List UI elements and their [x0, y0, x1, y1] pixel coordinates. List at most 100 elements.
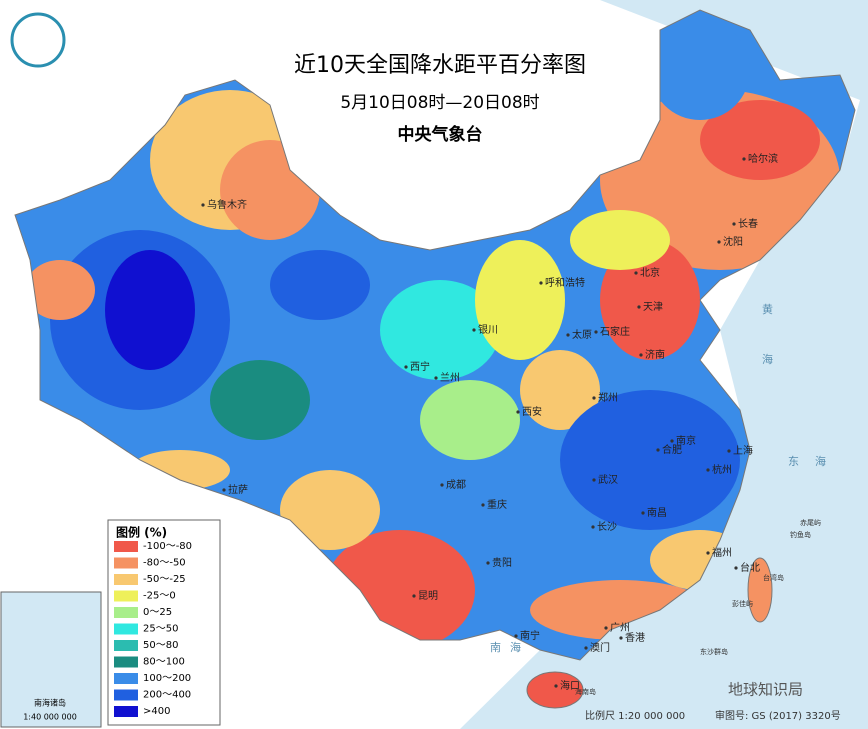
city-dot — [656, 448, 660, 452]
city-label: 福州 — [712, 546, 732, 559]
city-dot — [201, 203, 205, 207]
city-label: 天津 — [643, 301, 663, 313]
legend-label: 0～25 — [143, 607, 172, 618]
city-dot — [592, 478, 596, 482]
logo — [10, 12, 66, 68]
city-dot — [434, 376, 438, 380]
city-label: 西宁 — [410, 360, 430, 373]
legend-label: >400 — [143, 706, 170, 717]
title: 近10天全国降水距平百分率图 — [294, 53, 586, 78]
sea-label: 海 — [510, 640, 521, 654]
city-label: 香港 — [625, 632, 645, 644]
legend-swatch — [114, 706, 138, 717]
watermark: 地球知识局 — [728, 681, 803, 699]
city-label: 南京 — [676, 434, 696, 447]
sea-label: 海 — [815, 454, 826, 468]
city-dot — [516, 410, 520, 414]
city-dot — [222, 488, 226, 492]
city-dot — [514, 634, 518, 638]
city-dot — [619, 636, 623, 640]
city-label: 兰州 — [440, 371, 460, 384]
city-dot — [592, 396, 596, 400]
city-label: 南宁 — [520, 629, 540, 642]
city-label: 海口 — [560, 679, 580, 692]
scale: 比例尺 1:20 000 000 — [585, 709, 685, 722]
agency: 中央气象台 — [398, 124, 483, 145]
review-number: 审图号: GS (2017) 3320号 — [715, 709, 841, 722]
city-label: 哈尔滨 — [748, 152, 778, 165]
legend-swatch — [114, 541, 138, 552]
city-dot — [584, 646, 588, 650]
city-label: 广州 — [610, 622, 630, 634]
island-label: 台湾岛 — [763, 573, 784, 582]
city-label: 上海 — [733, 444, 753, 457]
legend-swatch — [114, 640, 138, 651]
city-dot — [412, 594, 416, 598]
city-dot — [732, 222, 736, 226]
city-label: 北京 — [640, 266, 660, 279]
city-label: 银川 — [478, 323, 498, 336]
city-label: 呼和浩特 — [545, 277, 585, 289]
city-dot — [604, 626, 608, 630]
city-label: 杭州 — [712, 463, 732, 476]
inset-scale: 1:40 000 000 — [23, 713, 77, 722]
city-label: 济南 — [645, 348, 665, 361]
city-dot — [637, 305, 641, 309]
city-dot — [727, 449, 731, 453]
city-label: 重庆 — [487, 498, 507, 511]
sea-label: 南 — [490, 641, 501, 654]
city-label: 郑州 — [598, 391, 618, 404]
sea-label: 东 — [788, 455, 799, 468]
city-dot — [706, 468, 710, 472]
legend: 图例 (%) -100～-80 -80～-50 -50～-25 -25～0 0～25 25… — [107, 519, 221, 726]
city-dot — [440, 483, 444, 487]
city-label: 成都 — [446, 479, 466, 491]
legend-label: 100～200 — [143, 673, 191, 684]
city-label: 沈阳 — [723, 235, 743, 248]
legend-title: 图例 (%) — [116, 525, 167, 540]
legend-label: -25～0 — [143, 591, 176, 602]
city-dot — [639, 353, 643, 357]
city-dot — [554, 684, 558, 688]
city-label: 西安 — [522, 405, 542, 418]
sea-label: 黄 — [762, 302, 773, 316]
sea-label: 海 — [762, 352, 773, 366]
city-dot — [481, 503, 485, 507]
legend-swatch — [114, 607, 138, 618]
legend-label: 25～50 — [143, 624, 178, 635]
legend-label: 80～100 — [143, 657, 185, 668]
city-label: 武汉 — [598, 473, 618, 486]
inset-box — [0, 591, 102, 728]
inset: 南海诸岛 1:40 000 000 — [0, 591, 102, 728]
city-label: 合肥 — [662, 443, 682, 456]
city-dot — [472, 328, 476, 332]
city-dot — [742, 157, 746, 161]
legend-label: -80～-50 — [143, 558, 186, 569]
city-dot — [566, 333, 570, 337]
city-label: 长春 — [738, 218, 758, 230]
city-dot — [539, 281, 543, 285]
city-dot — [591, 525, 595, 529]
inset-title: 南海诸岛 — [34, 698, 66, 708]
island-label: 海南岛 — [575, 687, 596, 696]
city-label: 太原 — [572, 328, 592, 341]
city-label: 台北 — [740, 561, 760, 574]
city-dot — [641, 511, 645, 515]
island-label: 赤尾屿 — [800, 518, 821, 527]
border — [14, 9, 856, 661]
island-label: 东沙群岛 — [700, 647, 728, 656]
legend-swatch — [114, 574, 138, 585]
legend-swatch — [114, 689, 138, 701]
city-dot — [594, 330, 598, 334]
city-label: 拉萨 — [228, 483, 248, 496]
legend-swatch — [114, 623, 138, 635]
legend-swatch — [114, 656, 138, 668]
city-dot — [634, 271, 638, 275]
city-dot — [486, 561, 490, 565]
city-dot — [670, 439, 674, 443]
city-label: 乌鲁木齐 — [207, 198, 247, 211]
city-dot — [404, 365, 408, 369]
subtitle: 5月10日08时—20日08时 — [340, 93, 539, 113]
legend-label: 50～80 — [143, 640, 178, 651]
city-label: 长沙 — [597, 521, 617, 533]
